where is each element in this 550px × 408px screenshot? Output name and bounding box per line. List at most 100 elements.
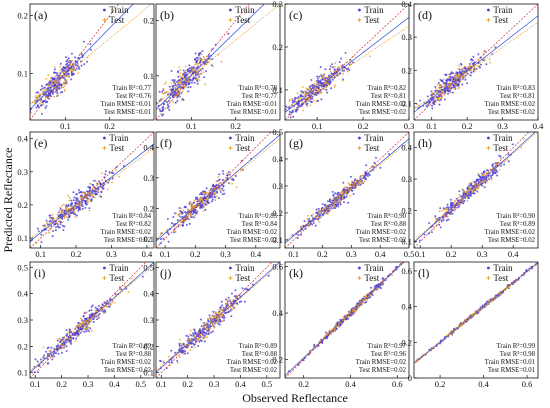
test-point: [53, 80, 56, 83]
train-point: [166, 101, 168, 104]
legend-test-label: Test: [364, 15, 379, 25]
test-point: [333, 71, 335, 73]
test-point: [61, 204, 63, 207]
train-point: [440, 95, 443, 98]
train-point: [348, 69, 351, 72]
train-point: [72, 191, 75, 194]
test-point: [435, 96, 437, 99]
test-point: [443, 93, 446, 96]
legend-test-label: Test: [109, 15, 124, 25]
train-point: [141, 275, 144, 278]
train-point: [79, 331, 82, 334]
train-point: [63, 77, 66, 79]
train-point: [223, 319, 225, 322]
test-point: [45, 77, 48, 80]
test-point: [65, 79, 68, 82]
train-point: [186, 352, 189, 355]
train-point: [388, 153, 390, 156]
train-point: [170, 349, 173, 352]
train-point: [328, 80, 331, 83]
test-point: [179, 338, 181, 341]
test-point: [437, 99, 440, 102]
metric-text: Train R²=0.97: [368, 343, 407, 350]
train-point: [465, 67, 468, 70]
train-point: [347, 201, 350, 204]
train-point: [53, 77, 55, 80]
test-point: [218, 182, 221, 185]
train-point: [93, 179, 96, 182]
x-tick-label: 0.2: [446, 249, 457, 259]
test-point: [58, 85, 61, 88]
train-point: [206, 200, 209, 203]
test-point: [81, 196, 84, 199]
train-point: [452, 84, 455, 87]
test-point: [34, 95, 37, 98]
train-point: [330, 87, 333, 90]
train-point: [40, 241, 43, 244]
test-point: [461, 77, 464, 80]
test-point: [167, 94, 170, 97]
test-point: [448, 76, 450, 79]
train-point: [485, 63, 488, 66]
test-point: [363, 180, 366, 183]
test-point: [214, 199, 217, 202]
train-point: [50, 346, 53, 349]
x-tick-label: 0.2: [358, 121, 369, 131]
train-point: [90, 305, 93, 308]
train-point: [443, 98, 446, 101]
train-point: [79, 191, 82, 194]
train-point: [334, 206, 337, 209]
train-point: [466, 72, 469, 75]
train-point: [74, 201, 77, 204]
test-point: [236, 303, 239, 306]
test-point: [186, 208, 189, 210]
test-point: [350, 59, 352, 62]
train-point: [342, 187, 345, 190]
test-point: [54, 66, 56, 69]
test-point: [453, 83, 456, 86]
train-point: [81, 205, 84, 208]
test-point: [372, 166, 374, 169]
test-point: [50, 82, 53, 85]
train-point: [58, 215, 61, 218]
metric-text: Test RMSE=0.02: [230, 367, 278, 374]
test-point: [203, 336, 206, 339]
test-point: [334, 201, 337, 204]
test-point: [450, 213, 452, 215]
test-point: [48, 227, 51, 229]
train-point: [430, 94, 433, 96]
train-point: [321, 214, 324, 217]
test-point: [338, 320, 341, 323]
test-point: [330, 199, 332, 201]
train-point: [46, 100, 49, 103]
test-point: [473, 70, 476, 72]
test-point: [301, 86, 304, 88]
test-point: [182, 211, 185, 214]
y-tick-label: 0.3: [401, 32, 412, 42]
test-point: [329, 70, 332, 73]
x-tick-label: 0.2: [71, 249, 82, 259]
legend-train-label: Train: [235, 5, 255, 15]
train-point: [184, 211, 187, 213]
train-point: [36, 360, 39, 363]
train-point: [434, 85, 437, 88]
y-tick-label: 0.1: [143, 368, 154, 378]
train-point: [464, 78, 467, 81]
test-point: [38, 93, 41, 95]
train-point: [63, 66, 66, 69]
test-point: [191, 67, 193, 70]
test-point: [127, 291, 130, 293]
plot-area: [285, 262, 406, 378]
train-point: [213, 185, 216, 188]
test-point: [312, 216, 315, 219]
train-point: [196, 210, 199, 213]
test-fit-line: [285, 25, 409, 110]
train-point: [184, 206, 187, 209]
train-point: [177, 75, 180, 78]
train-point: [458, 68, 461, 71]
train-point: [182, 343, 185, 346]
test-point: [317, 83, 319, 86]
test-point: [176, 223, 179, 225]
test-point: [456, 80, 459, 83]
